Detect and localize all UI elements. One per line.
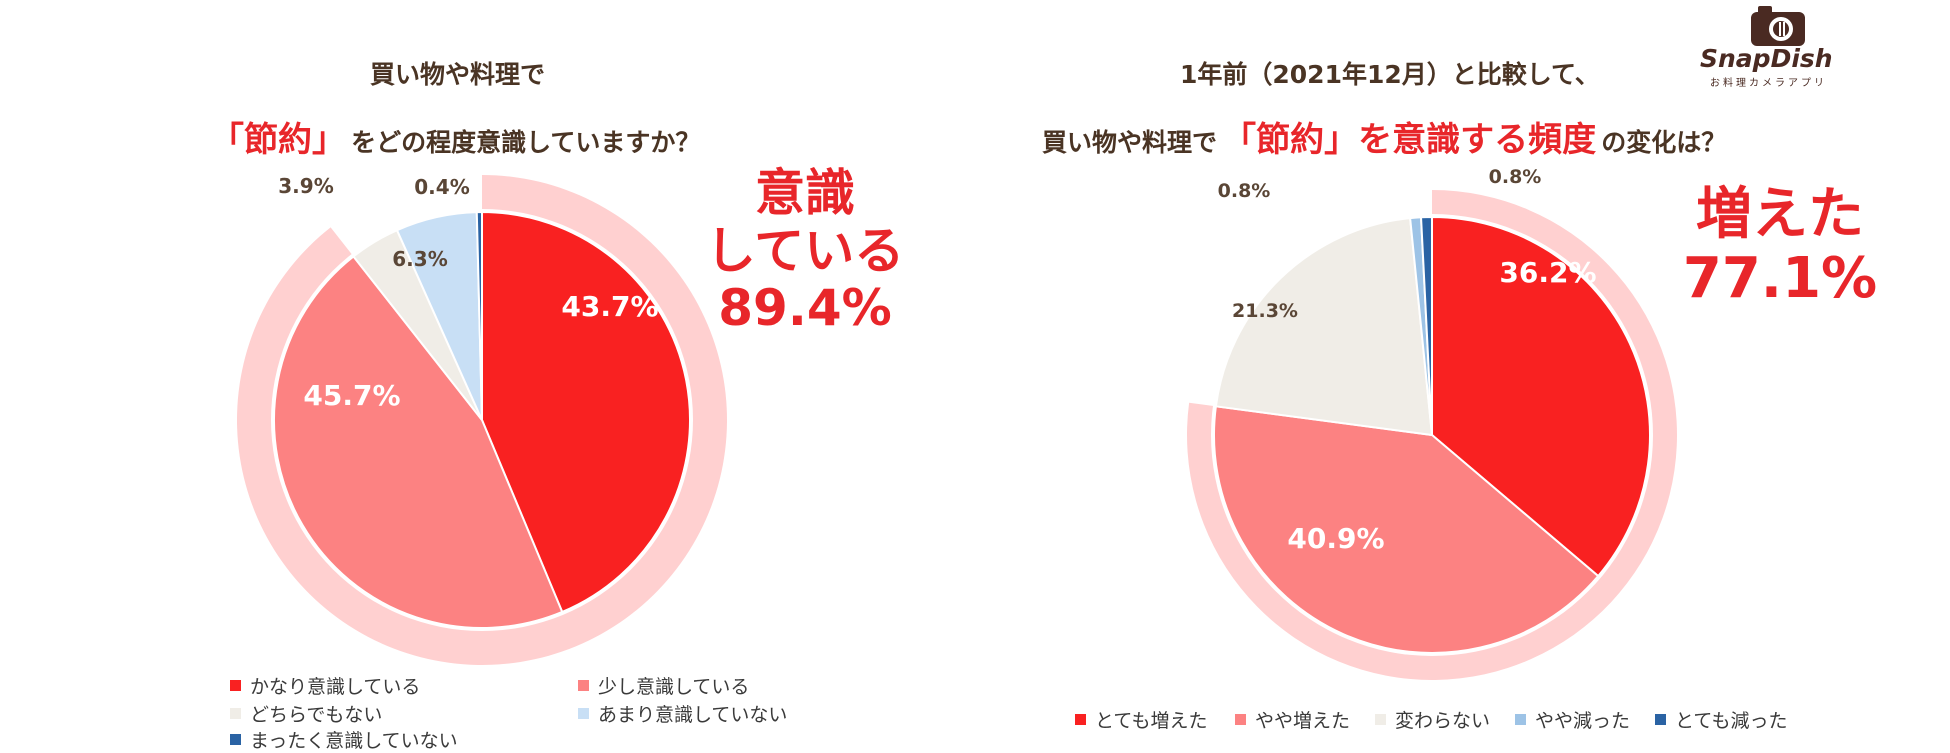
chart1-callout-line1: 意識 — [755, 164, 855, 222]
chart2-legend-item: とても減った — [1655, 706, 1787, 733]
chart2-legend-label: とても増えた — [1095, 710, 1208, 732]
legend-swatch — [1515, 714, 1526, 725]
chart1-legend-item: 少し意識している — [578, 672, 749, 699]
chart1-legend-label: 少し意識している — [598, 676, 750, 698]
chart2-legend-label: とても減った — [1675, 710, 1788, 732]
chart1-legend-item: どちらでもない — [230, 700, 382, 727]
legend-swatch — [230, 734, 241, 745]
chart2-title-line2: 買い物や料理で 「節約」を意識する頻度 の変化は？ — [1042, 112, 1726, 161]
pie-slice — [475, 210, 483, 421]
chart2-title-emphasis: 「節約」を意識する頻度 — [1222, 120, 1597, 160]
legend-swatch — [230, 680, 241, 691]
chart1-legend-label: どちらでもない — [250, 704, 383, 726]
legend-swatch — [1655, 714, 1666, 725]
legend-swatch — [1075, 714, 1086, 725]
slice-label: 3.9% — [278, 174, 333, 198]
chart1-legend-item: まったく意識していない — [230, 726, 458, 753]
brand-name: SnapDish — [1700, 44, 1833, 73]
pie-slice — [273, 255, 564, 629]
pie-slice — [1214, 217, 1434, 437]
chart1-pie: 43.7% 45.7% 3.9% 6.3% 0.4% — [237, 174, 727, 665]
chart1-title-line1: 買い物や料理で — [370, 60, 546, 89]
chart1-legend-label: まったく意識していない — [250, 730, 458, 752]
chart2-pie: 36.2% 40.9% 21.3% 0.8% 0.8% — [1187, 166, 1677, 680]
chart1-legend-item: かなり意識している — [230, 672, 420, 699]
chart2-legend-label: やや減った — [1535, 710, 1631, 732]
legend-swatch — [578, 708, 589, 719]
pie-slice — [481, 210, 691, 614]
legend-swatch — [1235, 714, 1246, 725]
slice-label: 0.4% — [414, 175, 469, 199]
chart2-legend-item: やや増えた — [1235, 706, 1350, 733]
chart1-callout-value: 89.4% — [718, 279, 892, 337]
chart2-callout-line1: 増えた — [1696, 182, 1864, 247]
pie-slice — [1419, 215, 1433, 436]
chart2-title-prefix: 買い物や料理で — [1042, 128, 1218, 157]
slice-label: 36.2% — [1499, 256, 1596, 289]
chart1-callout: 意識 している 89.4% — [700, 164, 910, 338]
slice-label: 45.7% — [303, 379, 400, 412]
chart2-callout-value: 77.1% — [1682, 246, 1878, 312]
chart2-legend-item: 変わらない — [1375, 706, 1490, 733]
slice-label: 40.9% — [1287, 522, 1384, 555]
brand-tagline: お料理カメラアプリ — [1710, 78, 1827, 89]
slice-label: 6.3% — [392, 247, 447, 271]
chart1-legend-label: あまり意識していない — [598, 704, 788, 726]
pie-slice — [1431, 215, 1651, 578]
pie-slice — [1213, 405, 1600, 654]
chart1-legend-item: あまり意識していない — [578, 700, 787, 727]
legend-swatch — [1375, 714, 1386, 725]
legend-swatch — [230, 708, 241, 719]
slice-label: 0.8% — [1489, 166, 1542, 188]
chart1-title-question: をどの程度意識していますか？ — [351, 128, 701, 157]
slice-label: 0.8% — [1218, 180, 1271, 202]
chart2-callout: 増えた 77.1% — [1675, 182, 1885, 312]
chart1-legend-label: かなり意識している — [250, 676, 421, 698]
chart1-title-emphasis: 「節約」 — [210, 120, 346, 160]
chart2-legend-label: 変わらない — [1395, 710, 1491, 732]
legend-swatch — [578, 680, 589, 691]
camera-icon — [1751, 6, 1805, 46]
slice-label: 43.7% — [561, 290, 658, 323]
chart1-callout-line2: している — [705, 221, 905, 280]
chart2-title-suffix: の変化は？ — [1601, 128, 1727, 157]
snapdish-logo: SnapDish お料理カメラアプリ — [1700, 0, 1860, 90]
chart1-title-line2: 「節約」 をどの程度意識していますか？ — [210, 112, 700, 161]
chart2-legend-label: やや増えた — [1255, 710, 1351, 732]
chart2-legend-item: とても増えた — [1075, 706, 1207, 733]
chart2-title-line1: 1年前（2021年12月）と比較して、 — [1180, 60, 1600, 89]
chart2-legend-item: やや減った — [1515, 706, 1630, 733]
slice-label: 21.3% — [1232, 300, 1298, 322]
